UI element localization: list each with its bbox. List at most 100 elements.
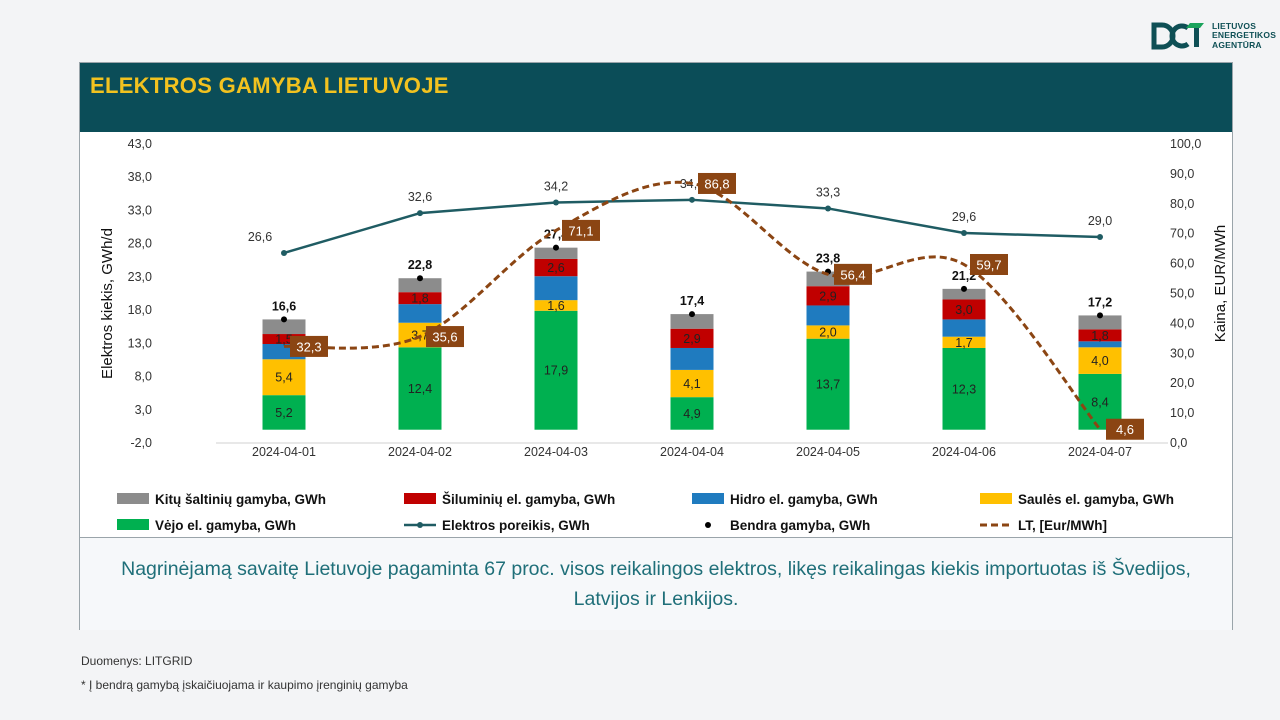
y2-tick-label: 40,0: [1170, 316, 1194, 330]
y-tick-label: 33,0: [128, 203, 152, 217]
price-label-box: [290, 335, 328, 357]
bar-data-label: 2,9: [683, 332, 700, 346]
bar-segment: [806, 325, 850, 339]
chart: 43,0 38,0 33,0 28,0 23,0 18,0 13,0 8,0 3,0 -2,0 10…: [99, 137, 1229, 533]
bar-data-label: 5,2: [275, 406, 292, 420]
bar-segment: [534, 310, 578, 430]
bar-segment: [942, 288, 986, 300]
price-label-box: [834, 263, 872, 285]
bar-segment: [398, 304, 442, 323]
legend-label: Hidro el. gamyba, GWh: [730, 492, 878, 507]
y2-axis-title: Kaina, EUR/MWh: [1212, 225, 1229, 343]
bar-data-label: 2,9: [819, 289, 836, 303]
bar-segment: [942, 347, 986, 430]
price-label: 4,6: [1116, 422, 1134, 437]
legend-label: Elektros poreikis, GWh: [442, 518, 590, 533]
x-tick-label: 2024-04-06: [932, 445, 996, 459]
demand-label: 32,6: [408, 190, 432, 204]
y-tick-label: 43,0: [128, 137, 152, 151]
y-tick-label: 38,0: [128, 170, 152, 184]
bar-segment: [534, 247, 578, 259]
source-note: Duomenys: LITGRID: [81, 654, 193, 668]
total-label: 23,8: [816, 252, 840, 266]
bar-data-label: 12,4: [408, 382, 432, 396]
bar-segment: [534, 258, 578, 277]
bar-segment: [262, 395, 306, 430]
x-tick-label: 2024-04-04: [660, 445, 724, 459]
bar-data-label: 4,9: [683, 407, 700, 421]
demand-point: [961, 230, 967, 237]
demand-point: [689, 196, 695, 203]
bar-segment: [398, 347, 442, 430]
total-label: 22,8: [408, 258, 432, 272]
y-tick-label: 28,0: [128, 237, 152, 251]
legend-swatch: [117, 493, 149, 504]
price-label-box: [562, 219, 600, 241]
y-tick-label: 23,0: [128, 270, 152, 284]
y2-tick-label: 50,0: [1170, 287, 1194, 301]
bar-data-label: 1,6: [547, 299, 564, 313]
demand-label: 26,6: [248, 230, 272, 244]
bar-segment: [806, 305, 850, 326]
demand-label: 33,3: [816, 185, 840, 199]
price-label-box: [970, 253, 1008, 275]
bar-segment: [806, 286, 850, 306]
y2-tick-label: 30,0: [1170, 346, 1194, 360]
price-label: 71,1: [568, 223, 593, 238]
y2-tick-label: 60,0: [1170, 257, 1194, 271]
y2-tick-label: 90,0: [1170, 167, 1194, 181]
price-label-box: [1106, 418, 1144, 440]
bar-segment: [942, 336, 986, 348]
price-label: 56,4: [840, 267, 865, 282]
y-tick-label: 13,0: [128, 336, 152, 350]
price-label: 32,3: [296, 339, 321, 354]
legend-label: Šiluminių el. gamyba, GWh: [442, 492, 615, 507]
bar-data-label: 5,4: [275, 371, 292, 385]
bar-data-label: 2,0: [819, 326, 836, 340]
legend-swatch: [692, 493, 724, 504]
bar-segment: [1078, 341, 1122, 348]
y2-tick-label: 80,0: [1170, 197, 1194, 211]
demand-label: 34,2: [544, 179, 568, 193]
total-label: 17,4: [680, 294, 704, 308]
storage-note: * Į bendrą gamybą įskaičiuojama ir kaupi…: [81, 678, 408, 692]
bar-data-label: 2,6: [547, 261, 564, 275]
bar-segment: [1078, 315, 1122, 330]
logo: LIETUVOS ENERGETIKOS AGENTŪRA: [1150, 16, 1276, 56]
demand-point: [1097, 234, 1103, 241]
x-tick-label: 2024-04-02: [388, 445, 452, 459]
price-label: 86,8: [704, 176, 729, 191]
bar-segment: [534, 300, 578, 311]
total-point: [961, 285, 967, 292]
footnotes: Duomenys: LITGRID * Į bendrą gamybą įska…: [81, 654, 408, 702]
legend-swatch: [417, 522, 423, 528]
bar-segment: [534, 276, 578, 301]
demand-point: [417, 210, 423, 217]
price-label: 59,7: [976, 257, 1001, 272]
bar-data-label: 17,9: [544, 364, 568, 378]
title-bar: ELEKTROS GAMYBA LIETUVOJE: [80, 63, 1232, 132]
bar-segment: [262, 359, 306, 396]
total-point: [553, 244, 559, 251]
y2-tick-label: 10,0: [1170, 406, 1194, 420]
bar-segment: [1078, 329, 1122, 342]
legend-label: Kitų šaltinių gamyba, GWh: [155, 492, 326, 507]
y-tick-label: 8,0: [135, 370, 152, 384]
chart-panel: ELEKTROS GAMYBA LIETUVOJE 43,0 38,0 33,0 28…: [79, 62, 1233, 630]
demand-point: [553, 199, 559, 206]
total-label: 16,6: [272, 299, 296, 313]
bar-data-label: 4,0: [1091, 354, 1108, 368]
y-tick-label: -2,0: [130, 436, 152, 450]
bar-data-label: 1,8: [411, 292, 428, 306]
demand-point: [281, 249, 287, 256]
y-tick-label: 18,0: [128, 303, 152, 317]
bar-data-label: 12,3: [952, 382, 976, 396]
bar-segment: [262, 334, 306, 344]
bar-data-label: 1,7: [955, 336, 972, 350]
legend-swatch: [980, 493, 1012, 504]
bar-data-label: 8,4: [1091, 395, 1108, 409]
x-tick-label: 2024-04-05: [796, 445, 860, 459]
bar-segment: [670, 369, 714, 398]
bar-segment: [806, 338, 850, 430]
total-point: [417, 275, 423, 282]
